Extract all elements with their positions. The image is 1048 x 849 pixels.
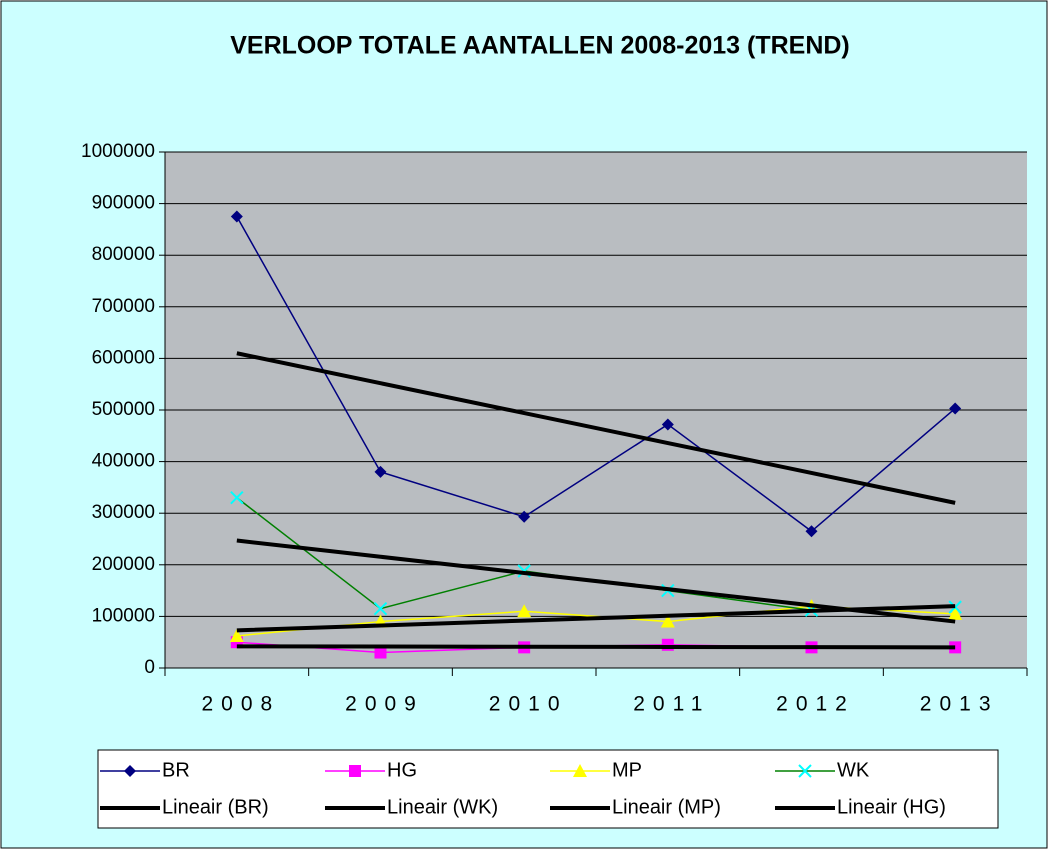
- data-point: [374, 646, 387, 659]
- data-point: [949, 402, 962, 415]
- series-line: [236, 216, 956, 533]
- data-point: [660, 614, 675, 628]
- legend-label: HG: [387, 759, 417, 781]
- legend-label: MP: [612, 759, 642, 781]
- chart-title: VERLOOP TOTALE AANTALLEN 2008-2013 (TREN…: [230, 32, 850, 60]
- legend-label: Lineair (WK): [387, 796, 498, 818]
- y-tick-label: 800000: [92, 244, 155, 265]
- data-point: [230, 210, 243, 223]
- data-point: [374, 465, 387, 478]
- data-point: [661, 418, 674, 431]
- legend-marker: [573, 764, 587, 777]
- data-point: [948, 606, 963, 620]
- x-tick-label: 2012: [776, 693, 855, 716]
- y-tick-label: 400000: [92, 451, 155, 472]
- legend-label: Lineair (BR): [162, 796, 269, 818]
- trend-line: [236, 538, 956, 624]
- legend-box: [97, 749, 999, 829]
- legend-label: Lineair (MP): [612, 796, 721, 818]
- trend-line: [236, 644, 956, 650]
- data-point: [229, 629, 244, 643]
- x-tick-label: 2011: [633, 693, 710, 716]
- y-tick-label: 500000: [92, 399, 155, 420]
- x-tick-label: 2010: [489, 693, 568, 716]
- y-tick-label: 1000000: [81, 141, 155, 162]
- y-tick-label: 900000: [92, 193, 155, 214]
- legend-marker: [124, 765, 136, 777]
- y-tick-label: 200000: [92, 554, 155, 575]
- x-tick-label: 2009: [345, 693, 424, 716]
- x-tick-label: 2008: [201, 693, 280, 716]
- data-point: [373, 601, 388, 616]
- x-tick-label: 2013: [920, 693, 999, 716]
- data-point: [518, 510, 531, 523]
- legend-label: WK: [837, 759, 870, 781]
- legend-marker: [349, 765, 361, 777]
- legend-marker: [798, 764, 812, 778]
- trend-line: [236, 604, 956, 633]
- legend-label: BR: [162, 759, 190, 781]
- legend-label: Lineair (HG): [837, 796, 946, 818]
- y-tick-label: 300000: [92, 502, 155, 523]
- trend-line: [236, 351, 956, 505]
- data-point: [517, 604, 532, 618]
- y-tick-label: 600000: [92, 347, 155, 368]
- data-point: [805, 525, 818, 538]
- y-tick-label: 0: [144, 657, 155, 678]
- y-tick-label: 700000: [92, 296, 155, 317]
- data-point: [661, 638, 674, 651]
- data-point: [230, 491, 244, 505]
- y-tick-label: 100000: [92, 605, 155, 626]
